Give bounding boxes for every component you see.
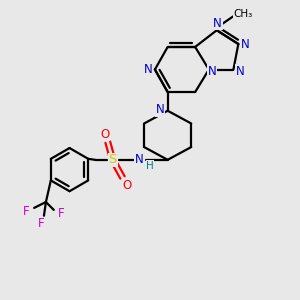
Text: F: F [38, 217, 44, 230]
Text: N: N [213, 17, 222, 30]
Text: H: H [146, 161, 154, 171]
Text: N: N [208, 65, 216, 78]
Text: N: N [135, 153, 144, 166]
Text: F: F [58, 207, 65, 220]
Text: N: N [241, 38, 250, 50]
Text: O: O [100, 128, 110, 141]
Text: F: F [23, 205, 30, 218]
Text: N: N [155, 103, 164, 116]
Text: O: O [123, 179, 132, 192]
Text: N: N [236, 65, 245, 78]
Text: N: N [144, 63, 152, 76]
Text: S: S [109, 153, 117, 166]
Text: CH₃: CH₃ [234, 9, 253, 19]
